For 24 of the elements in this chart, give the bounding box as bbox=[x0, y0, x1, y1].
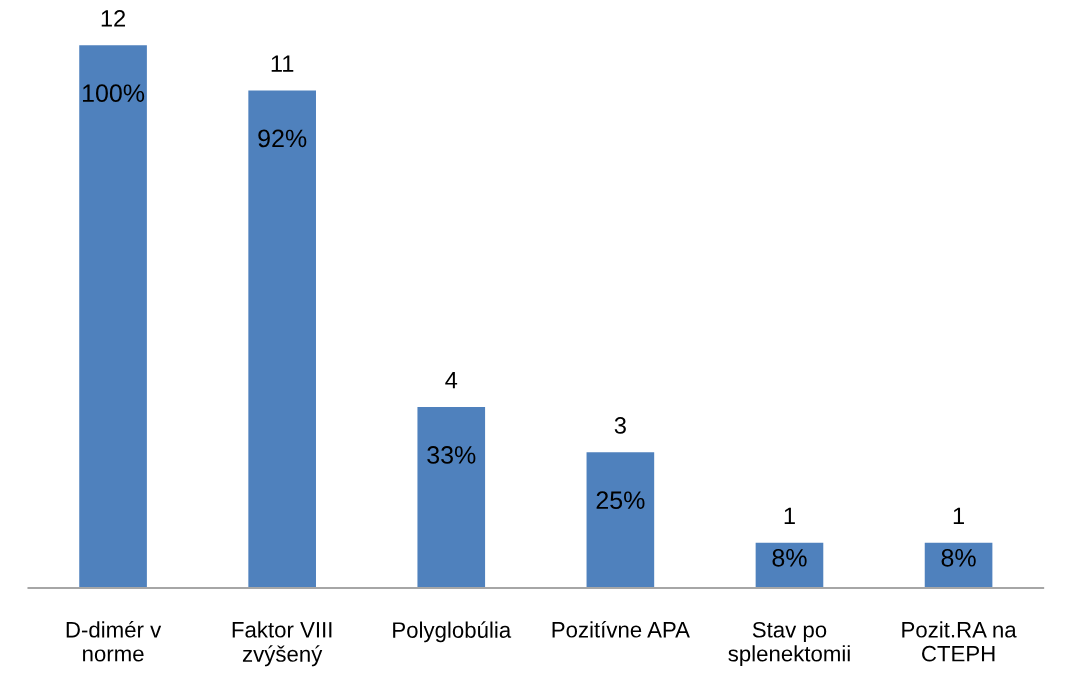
annotation: 92% bbox=[258, 129, 307, 148]
x-tick-label: Pozit.RA na CTEPH bbox=[902, 621, 1017, 662]
data-label: 4 bbox=[445, 372, 458, 389]
annotation: 100% bbox=[83, 84, 145, 103]
x-tick-label: Faktor VIII zvýšený bbox=[232, 621, 332, 667]
bar bbox=[417, 407, 486, 588]
data-label: 3 bbox=[614, 417, 626, 434]
data-label: 11 bbox=[271, 55, 294, 72]
x-tick-label: Stav po splenektomii bbox=[728, 621, 850, 666]
x-tick-label: D-dimér v norme bbox=[66, 621, 162, 662]
annotation: 8% bbox=[772, 548, 807, 567]
annotation: 33% bbox=[427, 446, 476, 464]
annotation: 25% bbox=[596, 491, 645, 510]
data-label: 1 bbox=[953, 507, 964, 524]
bar bbox=[586, 452, 655, 588]
bar bbox=[79, 45, 147, 588]
bar bbox=[755, 542, 824, 588]
x-tick-label: Pozitívne APA bbox=[552, 621, 690, 638]
data-label: 1 bbox=[784, 507, 795, 524]
bar bbox=[248, 90, 316, 588]
annotation: 8% bbox=[941, 548, 976, 567]
data-label: 12 bbox=[101, 10, 126, 27]
x-tick-label: Polyglobúlia bbox=[393, 621, 512, 643]
bar bbox=[924, 542, 993, 588]
